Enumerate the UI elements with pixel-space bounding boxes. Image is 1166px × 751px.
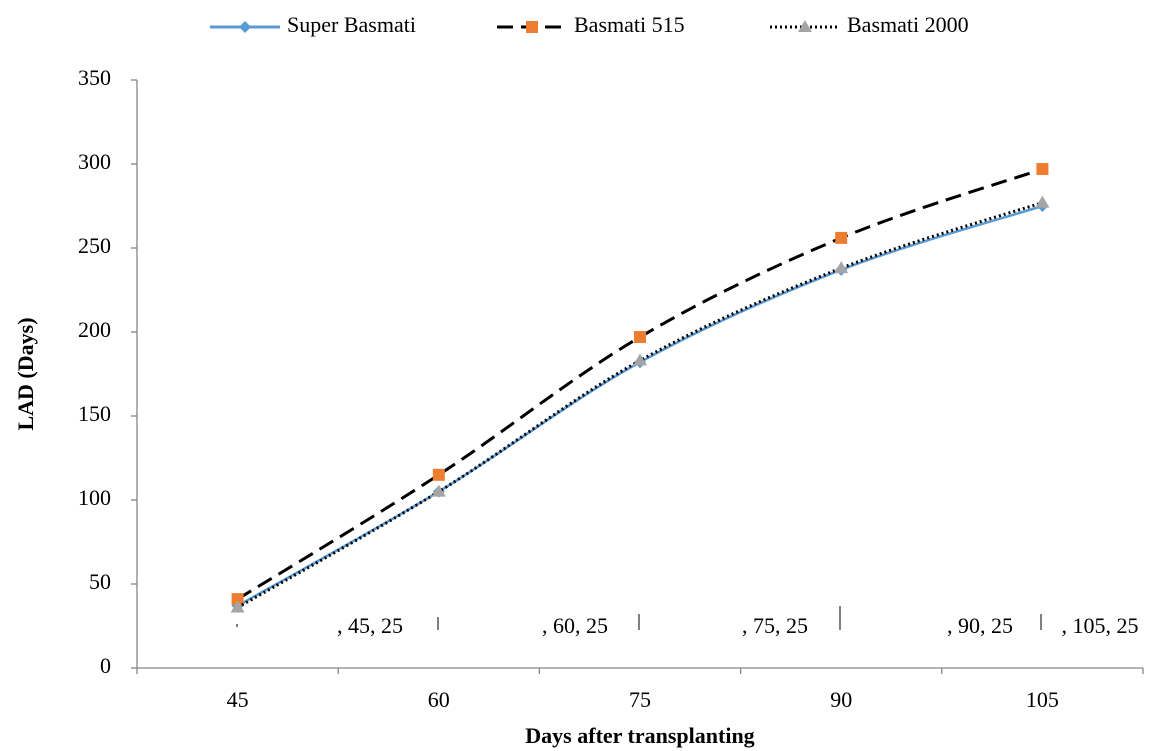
- marker: [633, 353, 647, 366]
- x-tick-label: 45: [227, 687, 249, 712]
- stray-marks: [236, 606, 1042, 630]
- y-axis-title: LAD (Days): [13, 317, 38, 430]
- series-line: [236, 204, 1043, 607]
- marker: [431, 484, 446, 497]
- marker: [634, 331, 646, 344]
- y-tick-label: 100: [78, 485, 111, 510]
- x-tick-label: 90: [830, 687, 852, 712]
- x-tick-label: 60: [428, 687, 450, 712]
- annotation: , 90, 25: [947, 613, 1013, 638]
- marker: [239, 21, 251, 33]
- annotation: , 75, 25: [742, 613, 808, 638]
- marker: [1035, 195, 1050, 208]
- legend-label: Super Basmati: [287, 12, 416, 37]
- marker: [834, 261, 849, 274]
- y-tick-label: 0: [100, 653, 111, 678]
- legend-label: Basmati 515: [574, 12, 685, 37]
- marker: [230, 600, 245, 613]
- annotation: , 45, 25: [337, 613, 403, 638]
- y-tick-label: 150: [78, 401, 111, 426]
- series-line: [236, 201, 1043, 609]
- annotation: , 60, 25: [542, 613, 608, 638]
- annotation: , 105, 25: [1062, 613, 1139, 638]
- marker: [835, 231, 848, 244]
- y-tick-label: 250: [78, 233, 111, 258]
- y-tick-label: 200: [78, 317, 111, 342]
- series: [230, 195, 1050, 613]
- x-axis-title: Days after transplanting: [525, 723, 754, 748]
- y-tick-label: 50: [89, 569, 111, 594]
- series: [231, 163, 1049, 606]
- x-tick-label: 75: [629, 687, 651, 712]
- marker: [1036, 163, 1049, 176]
- legend-item: Super Basmati: [210, 12, 416, 37]
- series-line: [236, 167, 1043, 601]
- marker: [798, 20, 812, 32]
- legend-item: Basmati 515: [497, 12, 685, 37]
- marker: [231, 593, 244, 606]
- series: [231, 200, 1049, 612]
- marker: [432, 468, 445, 481]
- y-tick-label: 300: [78, 149, 111, 174]
- y-tick-label: 350: [78, 65, 111, 90]
- x-tick-label: 105: [1026, 687, 1059, 712]
- legend-item: Basmati 2000: [770, 12, 969, 37]
- legend-label: Basmati 2000: [847, 12, 969, 37]
- marker: [526, 21, 538, 33]
